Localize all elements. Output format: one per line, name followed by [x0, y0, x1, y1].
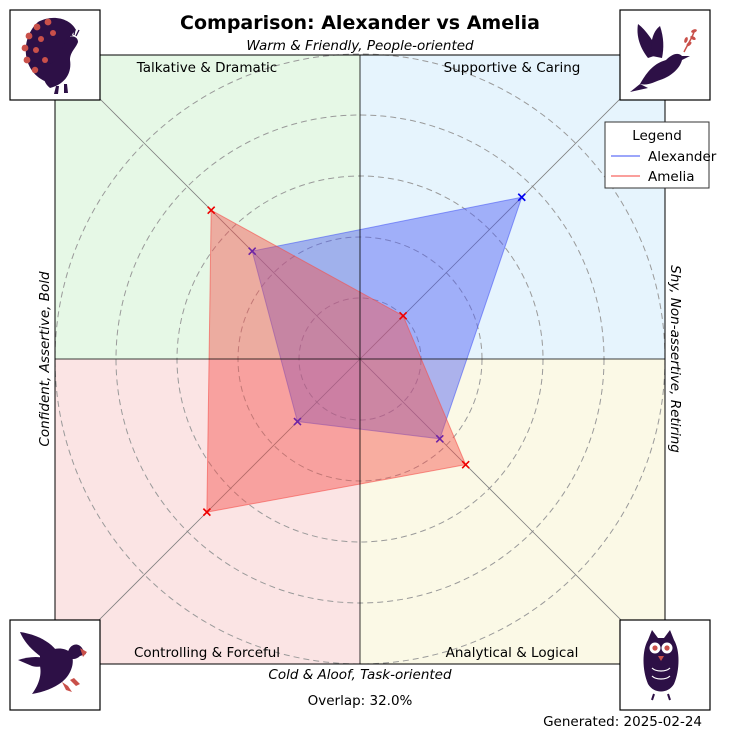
legend-label-alexander: Alexander — [648, 149, 717, 165]
data-point-alexander — [293, 417, 302, 426]
quadrant-label-talkative: Talkative & Dramatic — [136, 60, 277, 76]
data-point-amelia — [202, 508, 211, 517]
chart-title: Comparison: Alexander vs Amelia — [180, 12, 540, 34]
icon-box-bottom-right — [619, 619, 711, 711]
icon-box-top-left — [9, 9, 101, 101]
spoke-line — [359, 358, 666, 665]
peacock-icon — [25, 17, 80, 94]
axis-label-right: Shy, Non-assertive, Retiring — [667, 265, 683, 453]
axis-label-bottom: Cold & Aloof, Task-oriented — [268, 667, 452, 683]
icon-box-bottom-left — [9, 619, 101, 711]
overlap-label: Overlap: 32.0% — [308, 693, 413, 709]
series-layer — [202, 193, 526, 517]
quadrant-label-controlling: Controlling & Forceful — [134, 645, 280, 661]
data-point-amelia — [399, 311, 408, 320]
axis-label-top: Warm & Friendly, People-oriented — [246, 38, 474, 54]
data-point-alexander — [517, 193, 526, 202]
spoke-line — [359, 54, 665, 360]
generated-date: Generated: 2025-02-24 — [543, 714, 702, 730]
legend-label-amelia: Amelia — [648, 169, 694, 185]
legend-title: Legend — [632, 128, 682, 144]
eagle-icon — [18, 632, 86, 694]
icon-box-top-right — [619, 9, 711, 101]
quadrant-label-analytical: Analytical & Logical — [446, 645, 579, 661]
data-point-amelia — [207, 206, 216, 215]
data-point-amelia — [461, 460, 470, 469]
dove-icon — [630, 24, 690, 92]
data-point-alexander — [435, 434, 444, 443]
data-point-alexander — [248, 247, 257, 256]
axis-label-left: Confident, Assertive, Bold — [37, 271, 53, 447]
legend: Legend Alexander Amelia — [604, 121, 717, 189]
quadrant-label-supportive: Supportive & Caring — [444, 60, 581, 76]
